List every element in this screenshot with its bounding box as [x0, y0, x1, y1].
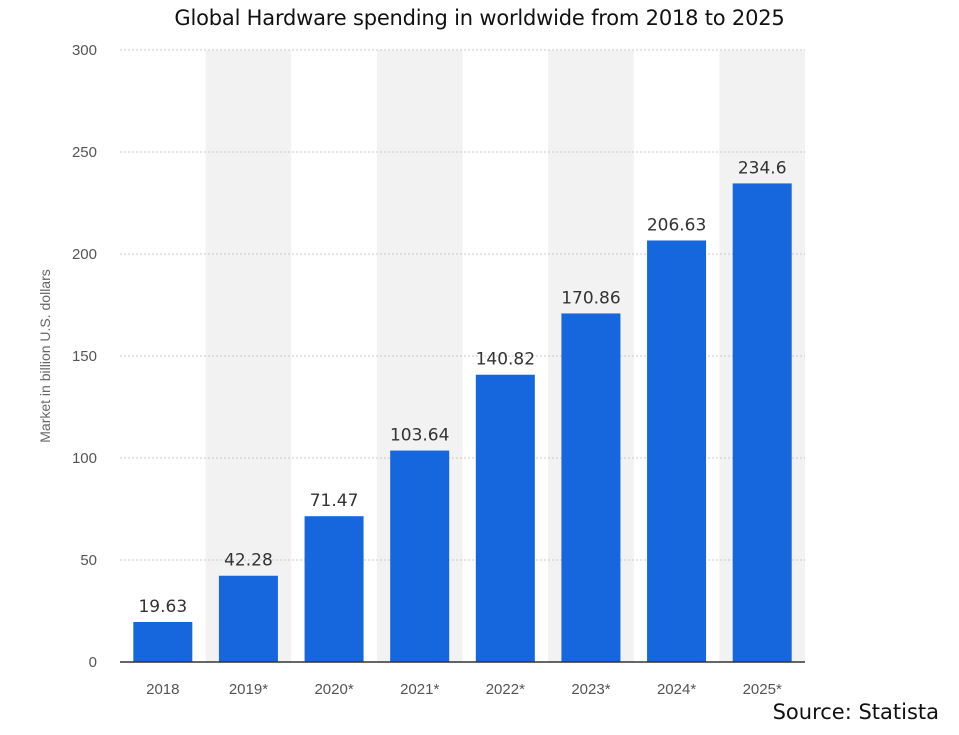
- bar: [218, 575, 278, 662]
- x-tick-label: 2018: [146, 681, 179, 698]
- chart-title: Global Hardware spending in worldwide fr…: [174, 6, 785, 30]
- data-label: 140.82: [476, 350, 535, 370]
- y-axis-label: Market in billion U.S. dollars: [37, 269, 53, 443]
- bar: [133, 621, 193, 662]
- y-tick-label: 300: [72, 42, 97, 59]
- bar: [647, 240, 707, 662]
- data-label: 170.86: [561, 288, 620, 308]
- y-axis-ticks: 0 50 100 150 200 250 300: [72, 42, 97, 671]
- data-label: 71.47: [310, 491, 359, 511]
- bar: [475, 374, 535, 662]
- x-axis-ticks: 2018 2019* 2020* 2021* 2022* 2023* 2024* 2025*: [146, 681, 782, 698]
- x-tick-label: 2022*: [486, 681, 525, 698]
- y-tick-label: 100: [72, 450, 97, 467]
- data-label: 103.64: [390, 426, 449, 446]
- x-tick-label: 2023*: [571, 681, 610, 698]
- data-label: 19.63: [138, 597, 187, 617]
- y-tick-label: 200: [72, 246, 97, 263]
- x-tick-label: 2021*: [400, 681, 439, 698]
- bar: [390, 450, 450, 662]
- bar: [732, 183, 792, 662]
- value-labels: 19.63 42.28 71.47 103.64 140.82 170.86 206.63 2…: [138, 158, 786, 617]
- x-tick-label: 2019*: [229, 681, 268, 698]
- x-tick-label: 2025*: [743, 681, 782, 698]
- data-label: 206.63: [647, 215, 706, 235]
- y-tick-label: 250: [72, 144, 97, 161]
- x-tick-label: 2020*: [314, 681, 353, 698]
- y-tick-label: 50: [80, 552, 97, 569]
- bar: [304, 516, 364, 662]
- bar: [561, 313, 621, 662]
- y-tick-label: 150: [72, 348, 97, 365]
- data-label: 234.6: [738, 158, 787, 178]
- data-label: 42.28: [224, 551, 273, 571]
- source-label: Source: Statista: [772, 700, 939, 724]
- bars: [133, 183, 792, 662]
- x-tick-label: 2024*: [657, 681, 696, 698]
- y-tick-label: 0: [89, 654, 97, 671]
